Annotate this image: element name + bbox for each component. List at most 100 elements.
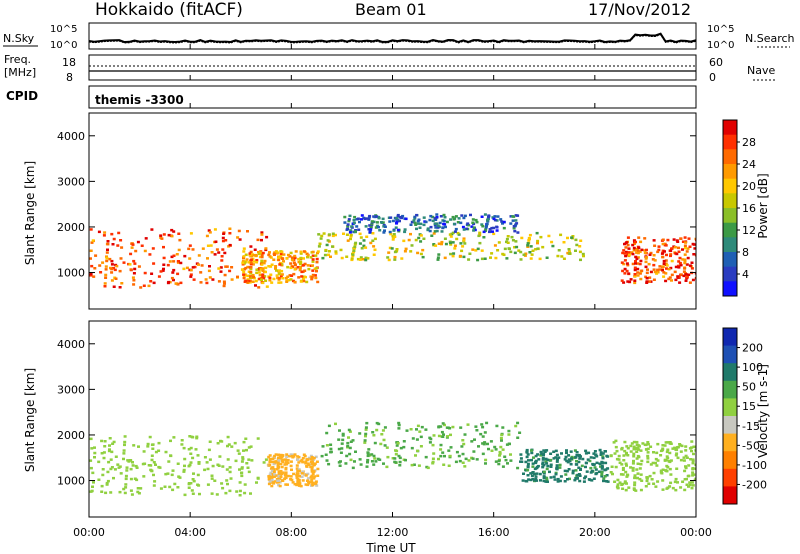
- power-cell: [672, 238, 676, 241]
- power-cell: [299, 252, 303, 255]
- power-cell: [460, 249, 464, 253]
- velocity-cell: [498, 450, 502, 454]
- power-cell: [462, 237, 466, 240]
- velocity-cell: [639, 463, 643, 466]
- power-cell: [493, 244, 497, 247]
- power-cell: [644, 275, 648, 279]
- velocity-cell: [187, 486, 191, 489]
- x-tick-label: 20:00: [579, 526, 611, 539]
- velocity-cell: [690, 486, 694, 490]
- power-cell: [457, 217, 461, 220]
- velocity-cell: [281, 458, 285, 462]
- power-cell: [260, 278, 263, 281]
- velocity-cell: [431, 460, 435, 464]
- x-axis-ticks: 00:00 04:00 08:00 12:00 16:00 20:00 00:00: [73, 44, 712, 539]
- velocity-cell: [635, 450, 639, 453]
- power-cell: [311, 264, 314, 267]
- velocity-cell: [123, 440, 127, 444]
- velocity-cell: [242, 449, 245, 452]
- power-cell: [287, 278, 291, 282]
- power-cell: [327, 253, 330, 257]
- velocity-cell: [187, 448, 191, 451]
- power-cell: [148, 253, 152, 256]
- velocity-cell: [505, 443, 509, 446]
- power-cell: [306, 253, 310, 257]
- power-cell: [414, 223, 418, 226]
- power-cell: [626, 243, 630, 247]
- power-colorbar-swatch: [723, 193, 737, 209]
- power-cell: [248, 281, 252, 284]
- power-cell: [514, 240, 518, 243]
- power-cell: [267, 265, 271, 268]
- velocity-cell: [661, 488, 665, 491]
- power-cell: [334, 233, 337, 237]
- velocity-cell: [116, 463, 120, 466]
- power-cell: [684, 279, 688, 282]
- velocity-cell: [428, 441, 432, 444]
- velocity-cell: [641, 442, 645, 445]
- velocity-cell: [203, 456, 207, 459]
- velocity-cell: [594, 453, 598, 456]
- velocity-cell: [191, 456, 195, 460]
- power-cell: [448, 233, 452, 236]
- power-cell: [633, 279, 637, 282]
- power-cell: [340, 256, 344, 260]
- power-cell: [392, 233, 396, 236]
- velocity-cell: [334, 422, 337, 426]
- velocity-cell: [620, 448, 624, 451]
- power-cell: [434, 218, 438, 221]
- power-cell: [110, 263, 114, 266]
- power-cell: [574, 249, 577, 252]
- power-cell: [166, 281, 170, 285]
- power-cell: [627, 272, 631, 275]
- power-cell: [215, 248, 219, 251]
- velocity-cell: [655, 464, 659, 467]
- velocity-cell: [661, 468, 665, 471]
- power-cell: [390, 247, 394, 250]
- velocity-cell: [229, 477, 233, 480]
- power-cell: [187, 247, 191, 251]
- velocity-cell: [679, 458, 683, 462]
- x-tick-label: 16:00: [478, 526, 510, 539]
- velocity-cell: [507, 429, 511, 433]
- velocity-cell: [191, 436, 195, 439]
- power-cell: [636, 271, 640, 274]
- velocity-cell: [431, 457, 435, 460]
- velocity-cell: [578, 457, 582, 460]
- velocity-cell: [279, 453, 283, 457]
- velocity-cell: [191, 478, 195, 481]
- power-cell: [242, 274, 246, 278]
- velocity-cell: [518, 431, 522, 434]
- power-cell: [179, 261, 183, 265]
- velocity-cell: [584, 461, 588, 465]
- power-cell: [434, 226, 438, 229]
- velocity-cell: [463, 465, 467, 468]
- velocity-cell: [279, 475, 283, 479]
- velocity-cell: [602, 479, 605, 483]
- power-cell: [517, 249, 521, 252]
- velocity-cell: [180, 439, 184, 442]
- power-cell: [343, 221, 347, 224]
- velocity-cell: [208, 440, 212, 443]
- velocity-cell: [235, 490, 239, 493]
- power-cell: [189, 275, 193, 278]
- velocity-cell: [487, 447, 490, 451]
- velocity-cell: [399, 446, 403, 450]
- velocity-cell: [575, 451, 579, 454]
- power-cell: [579, 239, 583, 242]
- power-cell: [358, 242, 362, 245]
- power-cell: [643, 249, 647, 252]
- velocity-cell: [683, 488, 687, 492]
- velocity-cell: [275, 474, 279, 477]
- velocity-cell: [378, 458, 382, 461]
- velocity-cell: [412, 463, 416, 466]
- velocity-cell: [632, 440, 636, 444]
- velocity-cell: [207, 448, 211, 452]
- velocity-cell: [460, 445, 464, 448]
- power-cell: [648, 276, 652, 279]
- power-cell: [90, 241, 94, 244]
- power-cell: [270, 263, 274, 266]
- velocity-cell: [149, 464, 153, 467]
- velocity-cell: [122, 457, 125, 461]
- velocity-cell: [124, 483, 128, 486]
